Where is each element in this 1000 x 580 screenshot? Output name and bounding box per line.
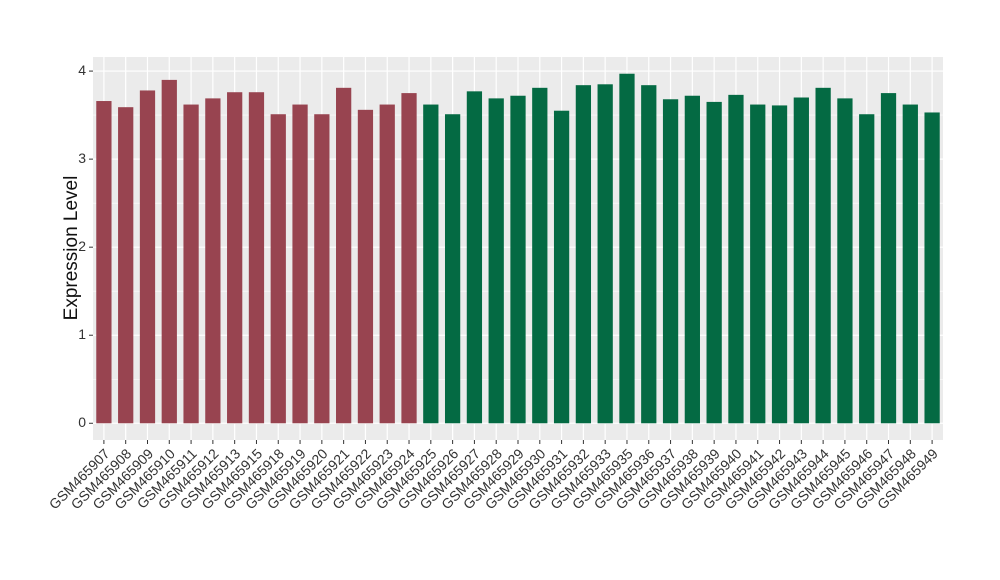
bar [270,114,286,424]
bar [227,92,243,424]
bar [336,87,352,424]
bar [837,98,853,424]
bar [292,104,308,424]
bar [466,91,483,424]
y-axis-title: Expression Level [61,176,82,321]
bar [793,97,809,424]
bar [357,109,374,424]
bar [924,112,940,424]
bar [205,98,221,424]
bar [728,94,744,424]
bar [444,114,461,424]
bar [96,101,112,424]
y-tick-label: 4 [78,62,86,78]
bar [902,104,918,424]
bar [401,93,417,424]
bar [880,93,897,424]
bar [815,87,831,424]
bar [510,95,526,424]
bar [161,79,177,424]
bar [750,104,766,424]
bar [532,87,548,424]
y-tick-label: 0 [78,414,86,430]
bar [641,85,657,424]
y-tick-label: 1 [78,326,86,342]
bar [423,104,439,424]
bar [662,99,679,424]
y-tick-label: 2 [78,238,86,254]
y-tick-label: 3 [78,150,86,166]
bar [183,104,199,424]
bar [619,73,635,424]
bar [771,105,788,424]
bar [684,95,700,424]
bar [488,98,504,424]
bar [379,104,395,424]
bar [859,114,875,424]
bar [706,101,722,424]
bar [248,92,265,424]
bar [553,110,570,424]
bar [597,84,613,424]
bar [314,114,330,424]
bar [118,107,134,424]
bar [575,85,592,424]
bar [139,90,156,424]
